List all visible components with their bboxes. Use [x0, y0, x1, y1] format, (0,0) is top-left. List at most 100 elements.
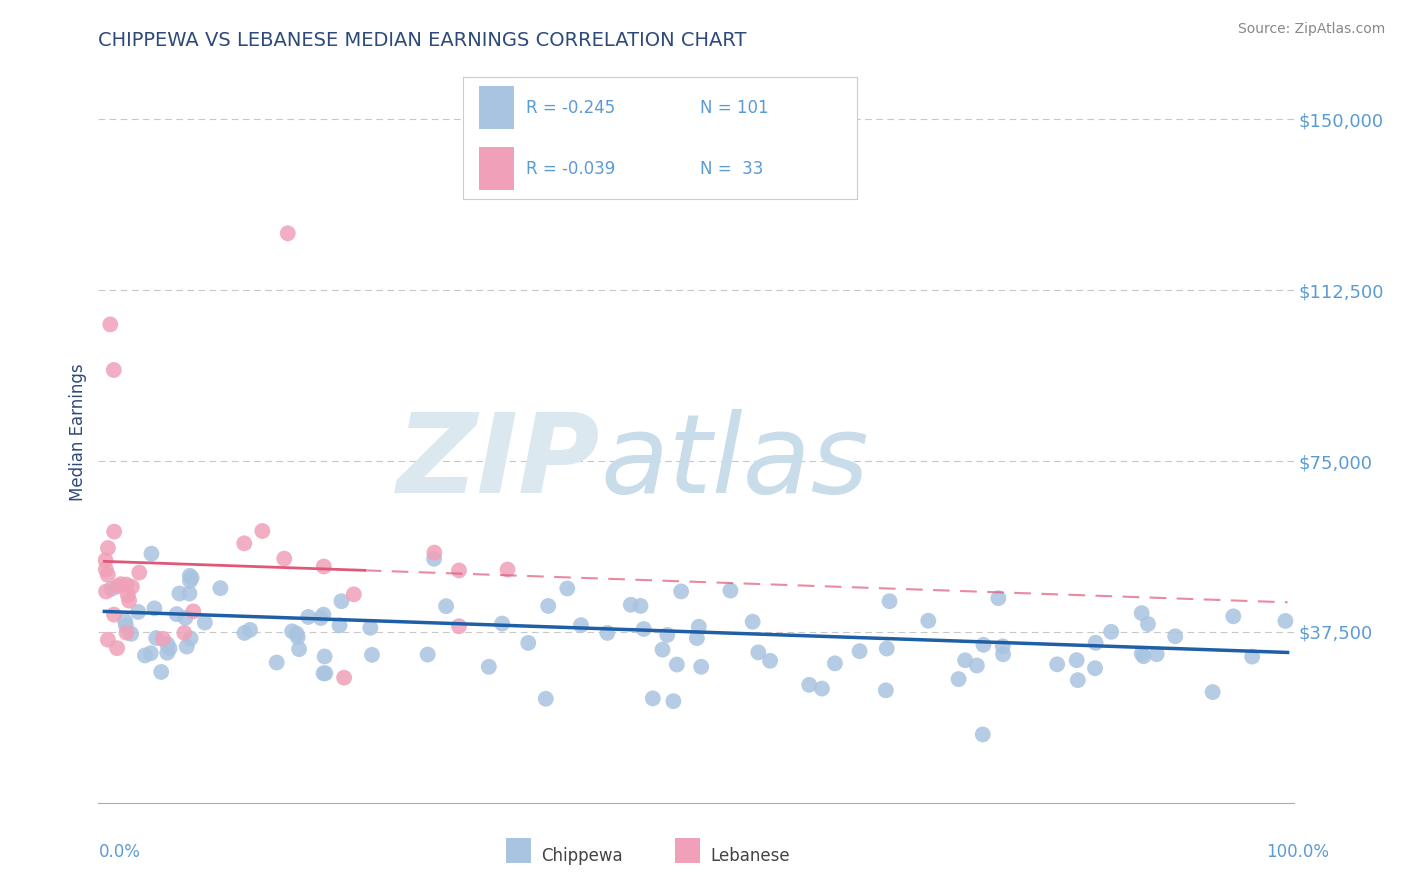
- Point: [194, 615, 217, 630]
- Point: [1164, 629, 1187, 643]
- Point: [848, 644, 870, 658]
- Point: [115, 625, 138, 640]
- Point: [233, 626, 256, 640]
- Point: [1146, 647, 1168, 661]
- Point: [110, 577, 132, 591]
- Text: atlas: atlas: [600, 409, 869, 516]
- Point: [115, 618, 138, 632]
- Point: [105, 641, 128, 656]
- Point: [662, 694, 685, 708]
- Point: [179, 586, 201, 600]
- Point: [166, 607, 188, 621]
- Point: [1067, 673, 1090, 688]
- Point: [491, 616, 513, 631]
- Point: [741, 615, 763, 629]
- Point: [285, 626, 308, 640]
- Point: [141, 547, 163, 561]
- Point: [1136, 617, 1159, 632]
- Point: [1130, 647, 1153, 661]
- Point: [134, 648, 156, 663]
- Point: [718, 583, 741, 598]
- Point: [312, 559, 335, 574]
- Point: [97, 541, 120, 555]
- Point: [181, 604, 204, 618]
- Point: [328, 618, 350, 632]
- Point: [103, 363, 125, 377]
- Point: [972, 638, 994, 652]
- Point: [94, 584, 117, 599]
- Point: [1132, 649, 1154, 664]
- Point: [1099, 624, 1122, 639]
- Point: [314, 666, 336, 681]
- Point: [991, 647, 1014, 661]
- Point: [953, 653, 976, 667]
- Point: [555, 582, 578, 596]
- Point: [330, 594, 353, 608]
- Point: [1046, 657, 1069, 672]
- Point: [537, 599, 560, 613]
- Point: [118, 593, 141, 607]
- Text: ZIP: ZIP: [396, 409, 600, 516]
- Point: [266, 656, 288, 670]
- Point: [534, 691, 557, 706]
- Point: [152, 632, 174, 646]
- Point: [620, 598, 643, 612]
- Point: [312, 607, 335, 622]
- Point: [688, 620, 710, 634]
- Point: [120, 627, 142, 641]
- Y-axis label: Median Earnings: Median Earnings: [69, 364, 87, 501]
- Point: [1084, 661, 1107, 675]
- Point: [94, 553, 117, 567]
- Point: [107, 579, 129, 593]
- Point: [686, 631, 709, 645]
- Point: [972, 727, 994, 741]
- Point: [1241, 649, 1264, 664]
- Point: [875, 683, 897, 698]
- Point: [281, 624, 304, 639]
- Point: [948, 672, 970, 686]
- Point: [143, 601, 166, 615]
- Point: [176, 640, 198, 654]
- Point: [657, 628, 679, 642]
- Point: [343, 587, 366, 601]
- Point: [314, 649, 336, 664]
- Point: [209, 581, 232, 595]
- Point: [180, 571, 202, 585]
- Point: [747, 645, 769, 659]
- Point: [287, 630, 309, 644]
- Text: 0.0%: 0.0%: [98, 843, 141, 861]
- Point: [423, 546, 446, 560]
- Point: [309, 611, 332, 625]
- Point: [359, 621, 381, 635]
- Point: [991, 640, 1014, 654]
- Text: Source: ZipAtlas.com: Source: ZipAtlas.com: [1237, 22, 1385, 37]
- Point: [416, 648, 439, 662]
- Point: [690, 660, 713, 674]
- Point: [312, 666, 335, 681]
- Point: [447, 564, 470, 578]
- Point: [824, 657, 846, 671]
- Point: [1222, 609, 1244, 624]
- Point: [651, 642, 673, 657]
- Point: [879, 594, 901, 608]
- Point: [517, 636, 540, 650]
- Point: [273, 551, 295, 566]
- Point: [239, 623, 262, 637]
- Point: [496, 562, 519, 576]
- Point: [173, 626, 195, 640]
- Point: [423, 551, 446, 566]
- Point: [799, 678, 821, 692]
- Point: [156, 637, 179, 651]
- Point: [966, 658, 988, 673]
- Point: [876, 641, 898, 656]
- Point: [179, 574, 201, 588]
- Point: [288, 642, 311, 657]
- Point: [139, 646, 162, 660]
- Point: [1274, 614, 1296, 628]
- Text: Chippewa: Chippewa: [541, 847, 623, 865]
- Point: [145, 631, 167, 645]
- Point: [917, 614, 939, 628]
- Point: [333, 671, 356, 685]
- Point: [252, 524, 274, 538]
- Point: [114, 614, 136, 628]
